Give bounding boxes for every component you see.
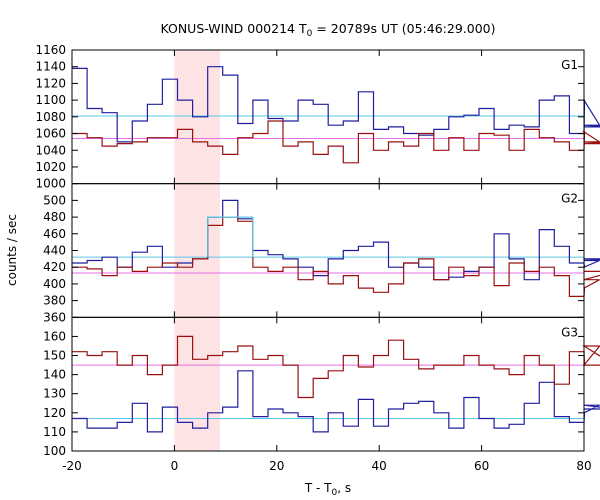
panel-g3-ytick-label: 130	[43, 387, 66, 401]
x-axis-label: T - T0, s	[304, 481, 351, 498]
panel-g3-ytick-label: 100	[43, 444, 66, 458]
x-tick-label: 60	[474, 459, 489, 473]
panel-g1-ytick-label: 1000	[35, 177, 66, 191]
panel-g1-ytick-label: 1020	[35, 160, 66, 174]
panel-g1-ytick-label: 1160	[35, 43, 66, 57]
panel-g2-series-cyan	[207, 216, 254, 258]
plot-area: 100010201040106010801100112011401160G136…	[35, 43, 600, 473]
panel-g3-frame	[71, 316, 585, 452]
panel-g1-ytick-label: 1060	[35, 127, 66, 141]
x-tick-label: 0	[171, 459, 179, 473]
panel-g3-label: G3	[561, 325, 578, 339]
panel-g3-ytick-label: 110	[43, 425, 66, 439]
panel-g2-ytick-label: 360	[43, 310, 66, 324]
panel-g2-label: G2	[561, 192, 578, 206]
panel-g3-ytick-label: 120	[43, 406, 66, 420]
panel-g2-ytick-label: 420	[43, 260, 66, 274]
highlight-interval	[174, 50, 220, 451]
panel-g2-ytick-label: 500	[43, 193, 66, 207]
panel-g2-frame	[71, 183, 585, 318]
panel-g1-label: G1	[561, 58, 578, 72]
x-tick-label: 80	[576, 459, 591, 473]
chart-title: KONUS-WIND 000214 T0 = 20789s UT (05:46:…	[160, 21, 495, 39]
panel-g1-ytick-label: 1120	[35, 76, 66, 90]
panel-g3-ytick-label: 160	[43, 329, 66, 343]
panel-g1-ytick-label: 1040	[35, 143, 66, 157]
panel-g1-series-red	[72, 120, 600, 164]
x-tick-label: 20	[269, 459, 284, 473]
panel-g2-ytick-label: 440	[43, 244, 66, 258]
x-tick-label: -20	[62, 459, 82, 473]
panel-g2-series-blue	[72, 199, 600, 281]
panel-g2-ytick-label: 380	[43, 294, 66, 308]
panel-g3-series-blue	[72, 370, 600, 433]
panel-g1-series-blue	[72, 66, 600, 143]
panel-g2-ytick-label: 400	[43, 277, 66, 291]
panel-g1-ytick-label: 1100	[35, 93, 66, 107]
panel-g2-series-red	[72, 216, 600, 297]
y-axis-label: counts / sec	[5, 214, 19, 286]
panel-g3-ytick-label: 150	[43, 349, 66, 363]
panel-g3-series-red	[72, 335, 600, 399]
panel-g1-ytick-label: 1080	[35, 110, 66, 124]
panel-g1-ytick-label: 1140	[35, 60, 66, 74]
panel-g2-ytick-label: 460	[43, 227, 66, 241]
panel-g3-ytick-label: 140	[43, 368, 66, 382]
x-tick-label: 40	[372, 459, 387, 473]
panel-g2-ytick-label: 480	[43, 210, 66, 224]
